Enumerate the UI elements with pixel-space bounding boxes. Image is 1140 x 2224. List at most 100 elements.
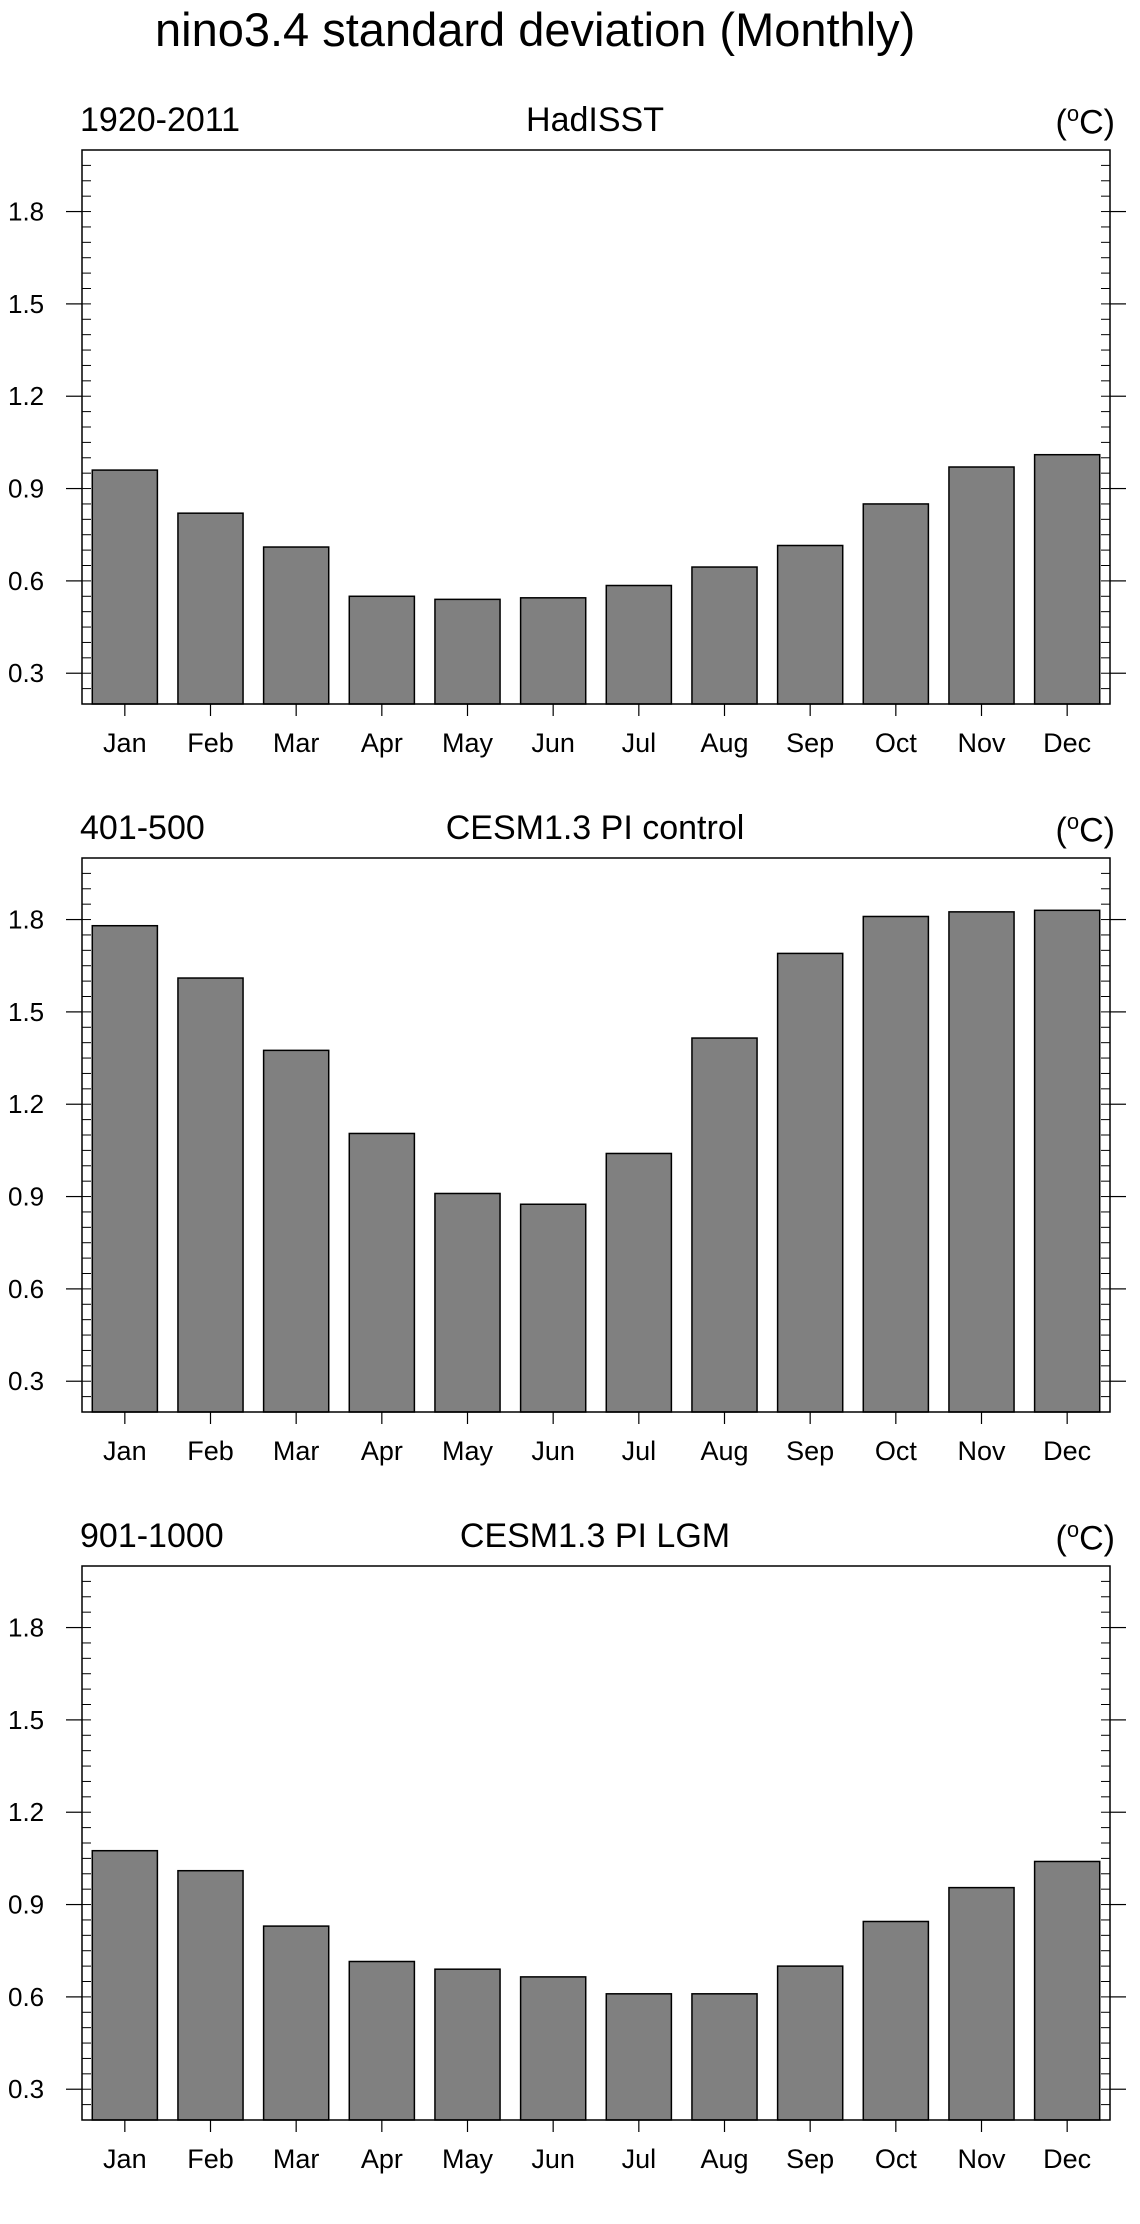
x-tick-label: Jan bbox=[103, 728, 147, 758]
panel-title: CESM1.3 PI control bbox=[445, 809, 745, 847]
bar-jun bbox=[519, 1976, 587, 2121]
y-tick-label: 0.3 bbox=[8, 2074, 44, 2104]
bar-jan bbox=[91, 924, 159, 1413]
bar-may bbox=[434, 598, 501, 705]
x-tick-label: Sep bbox=[786, 2144, 834, 2174]
x-tick-label: Dec bbox=[1043, 1436, 1091, 1466]
x-tick-label: Aug bbox=[700, 2144, 748, 2174]
x-tick-label: Aug bbox=[700, 1436, 748, 1466]
y-tick-label: 0.9 bbox=[8, 1182, 44, 1212]
bar-may bbox=[434, 1968, 501, 2121]
y-tick-label: 1.2 bbox=[8, 1797, 44, 1827]
x-tick-label: Feb bbox=[187, 728, 234, 758]
bar-dec bbox=[1033, 909, 1101, 1413]
bar-sep bbox=[776, 952, 844, 1413]
x-tick-label: Feb bbox=[187, 1436, 234, 1466]
plot-frame bbox=[81, 1565, 1111, 2121]
bar-sep bbox=[776, 1965, 844, 2121]
bar-jan bbox=[91, 469, 159, 705]
panel-cesm-pi-lgm: 901-1000 CESM1.3 PI LGM (oC) 0.3 0.6 0.9 1.… bbox=[0, 1516, 1140, 2224]
bar-aug bbox=[691, 1993, 758, 2121]
bar-oct bbox=[862, 1920, 930, 2121]
x-tick-label: Jul bbox=[622, 2144, 657, 2174]
x-tick-label: Dec bbox=[1043, 728, 1091, 758]
y-tick-label: 1.2 bbox=[8, 381, 44, 411]
bar-feb bbox=[177, 512, 244, 705]
y-tick-label: 0.6 bbox=[8, 1274, 44, 1304]
y-tick-label: 0.6 bbox=[8, 566, 44, 596]
bar-oct bbox=[862, 915, 930, 1413]
x-tick-label: Nov bbox=[957, 728, 1006, 758]
x-tick-label: Oct bbox=[875, 2144, 918, 2174]
units-label: (oC) bbox=[1055, 101, 1115, 142]
panel-title: HadISST bbox=[526, 101, 664, 139]
bar-jun bbox=[519, 597, 587, 705]
x-tick-label: Oct bbox=[875, 728, 918, 758]
x-tick-label: Aug bbox=[700, 728, 748, 758]
bar-mar bbox=[262, 1049, 330, 1413]
y-tick-label: 1.8 bbox=[8, 905, 44, 935]
bar-chart-cesm-pi-control: 0.3 0.6 0.9 1.2 1.5 1.8 Jan Feb Mar Apr May Jun Jul A… bbox=[8, 857, 1126, 1466]
panel-title: CESM1.3 PI LGM bbox=[459, 1517, 731, 1555]
y-tick-label: 1.5 bbox=[8, 997, 44, 1027]
x-tick-label: Apr bbox=[361, 2144, 403, 2174]
bar-nov bbox=[948, 911, 1015, 1413]
y-tick-label: 0.9 bbox=[8, 1890, 44, 1920]
x-tick-label: Jun bbox=[531, 1436, 575, 1466]
x-tick-label: Apr bbox=[361, 728, 403, 758]
bar-mar bbox=[262, 546, 330, 705]
x-tick-label: Mar bbox=[273, 728, 320, 758]
bar-apr bbox=[348, 595, 416, 705]
y-tick-label: 1.8 bbox=[8, 1613, 44, 1643]
panel-hadisst: 1920-2011 HadISST (oC) 0.3 0.6 0.9 1.2 1.5 1.… bbox=[0, 100, 1140, 808]
bar-dec bbox=[1033, 453, 1101, 705]
x-tick-label: Nov bbox=[957, 2144, 1006, 2174]
units-label: (oC) bbox=[1055, 1517, 1115, 1558]
y-tick-label: 1.8 bbox=[8, 197, 44, 227]
bar-dec bbox=[1033, 1860, 1101, 2121]
x-tick-label: Feb bbox=[187, 2144, 234, 2174]
x-tick-label: Apr bbox=[361, 1436, 403, 1466]
bar-aug bbox=[691, 1037, 758, 1413]
bar-mar bbox=[262, 1925, 330, 2121]
bar-apr bbox=[348, 1132, 416, 1413]
plot-frame bbox=[81, 149, 1111, 705]
x-tick-label: Jan bbox=[103, 1436, 147, 1466]
bar-jun bbox=[519, 1203, 587, 1413]
bar-nov bbox=[948, 466, 1015, 705]
panel-period-label: 1920-2011 bbox=[80, 101, 241, 139]
x-tick-label: Jun bbox=[531, 2144, 575, 2174]
x-tick-label: May bbox=[442, 728, 494, 758]
bar-may bbox=[434, 1192, 501, 1413]
x-tick-label: May bbox=[442, 1436, 494, 1466]
bar-jul bbox=[605, 1152, 673, 1413]
y-tick-label: 0.9 bbox=[8, 474, 44, 504]
bar-jan bbox=[91, 1849, 159, 2121]
x-tick-label: Jun bbox=[531, 728, 575, 758]
y-tick-label: 0.3 bbox=[8, 658, 44, 688]
panel-period-label: 901-1000 bbox=[80, 1517, 224, 1555]
plot-frame bbox=[81, 857, 1111, 1413]
bar-apr bbox=[348, 1960, 416, 2121]
x-tick-label: Nov bbox=[957, 1436, 1006, 1466]
y-tick-label: 0.3 bbox=[8, 1366, 44, 1396]
y-tick-label: 0.6 bbox=[8, 1982, 44, 2012]
bar-sep bbox=[776, 544, 844, 705]
bar-chart-cesm-pi-lgm: 0.3 0.6 0.9 1.2 1.5 1.8 Jan Feb Mar Apr May Jun Jul A… bbox=[8, 1565, 1126, 2174]
x-tick-label: Dec bbox=[1043, 2144, 1091, 2174]
panel-cesm-pi-control: 401-500 CESM1.3 PI control (oC) 0.3 0.6 0.… bbox=[0, 808, 1140, 1516]
bar-feb bbox=[177, 1869, 244, 2121]
bar-aug bbox=[691, 566, 758, 705]
bar-chart-hadisst: 0.3 0.6 0.9 1.2 1.5 1.8 Jan Feb Mar Apr May Jun Jul A… bbox=[8, 149, 1126, 758]
x-tick-label: May bbox=[442, 2144, 494, 2174]
x-tick-label: Oct bbox=[875, 1436, 918, 1466]
x-tick-label: Jan bbox=[103, 2144, 147, 2174]
x-tick-label: Sep bbox=[786, 1436, 834, 1466]
x-tick-label: Jul bbox=[622, 1436, 657, 1466]
x-tick-label: Jul bbox=[622, 728, 657, 758]
x-tick-label: Sep bbox=[786, 728, 834, 758]
bar-jul bbox=[605, 584, 673, 705]
panel-period-label: 401-500 bbox=[80, 809, 205, 847]
y-tick-label: 1.5 bbox=[8, 289, 44, 319]
x-tick-label: Mar bbox=[273, 2144, 320, 2174]
